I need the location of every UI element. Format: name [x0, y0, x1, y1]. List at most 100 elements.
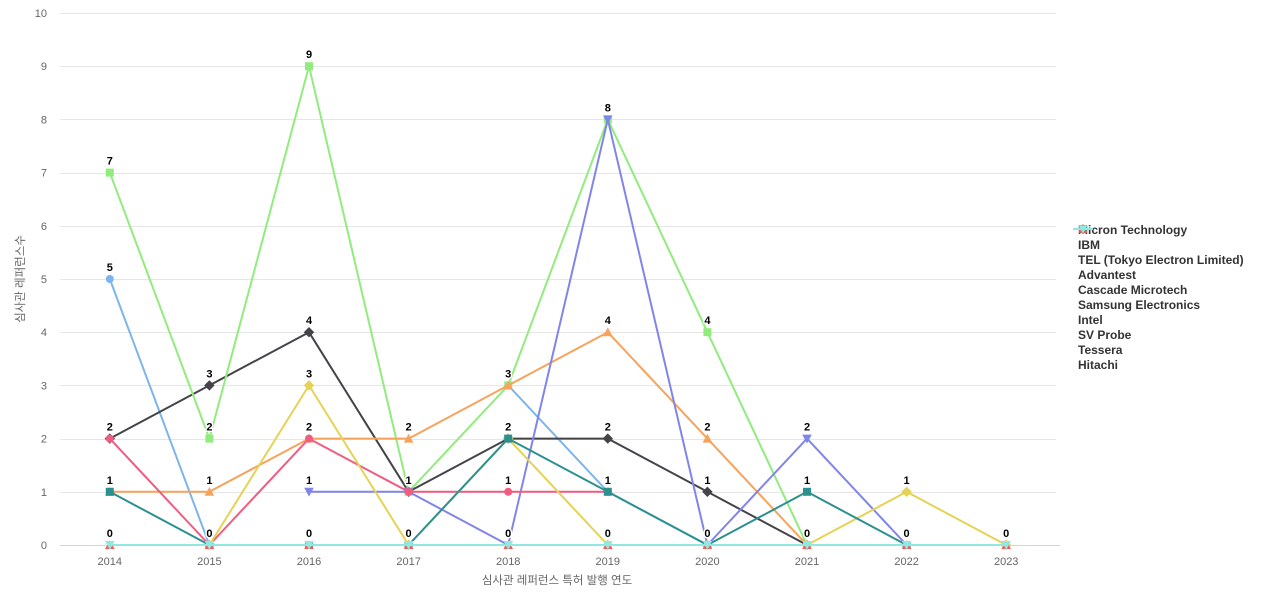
marker-ibm-2015[interactable]	[204, 380, 215, 391]
marker-sv-probe-2019[interactable]	[603, 487, 612, 496]
data-label: 1	[406, 475, 412, 487]
y-axis-title: 심사관 레퍼런스수	[15, 235, 27, 323]
legend-item-label: TEL (Tokyo Electron Limited)	[1078, 252, 1244, 267]
data-label: 1	[804, 475, 810, 487]
legend-item-micron-technology[interactable]: Micron Technology	[1073, 222, 1244, 237]
hitachi-legend-marker-icon	[1073, 225, 1093, 234]
legend-item-label: SV Probe	[1078, 327, 1132, 342]
marker-cascade-microtech-2021[interactable]	[802, 434, 812, 444]
legend-item-hitachi[interactable]: Hitachi	[1073, 225, 1244, 372]
legend-symbol	[1078, 225, 1088, 234]
data-label: 0	[704, 528, 710, 540]
marker-tel-tokyo-electron-limited-2015[interactable]	[205, 434, 214, 443]
marker-sv-probe-2021[interactable]	[803, 487, 811, 496]
marker-tel-tokyo-electron-limited-2014[interactable]	[105, 168, 114, 177]
marker-advantest-2015[interactable]	[204, 487, 215, 496]
legend-item-cascade-microtech[interactable]: Cascade Microtech	[1073, 225, 1244, 297]
data-label: 1	[306, 475, 312, 487]
data-label: 2	[206, 422, 212, 434]
data-label: 1	[605, 475, 611, 487]
marker-hitachi-2018[interactable]	[503, 541, 513, 550]
x-axis-tick-label: 2014	[98, 556, 122, 568]
marker-samsung-electronics-2017[interactable]	[404, 487, 413, 496]
marker-intel-2022[interactable]	[901, 486, 912, 497]
x-axis-tick-label: 2020	[695, 556, 719, 568]
legend-item-intel[interactable]: Intel	[1073, 224, 1244, 327]
y-axis-tick-label: 0	[41, 540, 47, 552]
data-label: 2	[804, 422, 810, 434]
data-label: 0	[406, 528, 412, 540]
legend-item-sv-probe[interactable]: SV Probe	[1073, 225, 1244, 342]
data-label: 4	[605, 315, 612, 327]
marker-hitachi-2017[interactable]	[403, 541, 414, 550]
marker-advantest-2017[interactable]	[403, 433, 414, 443]
data-label: 2	[704, 422, 710, 434]
data-label: 0	[904, 528, 910, 540]
x-axis-tick-label: 2015	[197, 556, 221, 568]
marker-tel-tokyo-electron-limited-2016[interactable]	[305, 62, 313, 71]
marker-hitachi-2023[interactable]	[1001, 541, 1011, 550]
y-axis-tick-label: 3	[41, 380, 47, 392]
legend-item-advantest[interactable]: Advantest	[1073, 224, 1244, 282]
marker-hitachi-2014[interactable]	[105, 541, 115, 550]
x-axis-tick-label: 2021	[795, 556, 819, 568]
legend-item-ibm[interactable]: IBM	[1073, 224, 1244, 252]
data-label: 3	[505, 368, 511, 380]
legend-item-label: Micron Technology	[1078, 222, 1188, 237]
legend-item-samsung-electronics[interactable]: Samsung Electronics	[1073, 225, 1244, 312]
marker-hitachi-2021[interactable]	[802, 541, 812, 550]
marker-samsung-electronics-2016[interactable]	[305, 434, 313, 443]
marker-samsung-electronics-2018[interactable]	[504, 487, 513, 496]
x-axis-tick-label: 2019	[596, 556, 620, 568]
data-label: 0	[206, 528, 212, 540]
series-micron-technology	[105, 275, 712, 549]
marker-advantest-2019[interactable]	[603, 327, 613, 337]
marker-samsung-electronics-2014[interactable]	[105, 434, 114, 443]
series-hitachi	[105, 541, 1011, 550]
marker-hitachi-2015[interactable]	[204, 541, 215, 550]
legend-item-label: Samsung Electronics	[1078, 297, 1201, 312]
x-axis-tick-label: 2022	[894, 556, 918, 568]
x-axis-tick-label: 2016	[297, 556, 321, 568]
data-label: 4	[306, 315, 313, 327]
series-intel	[204, 380, 1012, 551]
x-axis-tick-label: 2018	[496, 556, 520, 568]
marker-advantest-2020[interactable]	[702, 433, 713, 443]
marker-hitachi-2020[interactable]	[702, 541, 713, 550]
marker-tel-tokyo-electron-limited-2020[interactable]	[703, 328, 712, 337]
marker-cascade-microtech-2016[interactable]	[304, 487, 314, 497]
data-label: 2	[505, 422, 511, 434]
data-label: 8	[605, 102, 611, 114]
marker-advantest-2018[interactable]	[503, 380, 513, 390]
marker-sv-probe-2018[interactable]	[504, 434, 513, 443]
data-label: 0	[605, 528, 611, 540]
data-label: 0	[107, 528, 113, 540]
legend-item-tessera[interactable]: Tessera	[1073, 224, 1244, 357]
data-label: 1	[107, 475, 113, 487]
data-label: 1	[704, 475, 710, 487]
y-axis-tick-label: 5	[41, 274, 47, 286]
marker-intel-2016[interactable]	[303, 380, 315, 391]
marker-hitachi-2022[interactable]	[901, 541, 912, 550]
data-label: 5	[107, 262, 113, 274]
legend-item-label: Hitachi	[1078, 357, 1119, 372]
data-label: 2	[406, 422, 412, 434]
data-label: 9	[306, 49, 312, 61]
marker-cascade-microtech-2019[interactable]	[603, 115, 613, 125]
marker-hitachi-2016[interactable]	[304, 541, 314, 550]
marker-sv-probe-2014[interactable]	[105, 487, 114, 496]
data-label: 0	[804, 528, 810, 540]
legend-item-label: Advantest	[1078, 267, 1137, 282]
data-label: 1	[505, 475, 511, 487]
x-axis-title: 심사관 레퍼런스 특허 발행 연도	[481, 575, 633, 587]
marker-ibm-2016[interactable]	[303, 327, 315, 338]
data-label: 7	[107, 156, 113, 168]
marker-micron-technology-2014[interactable]	[105, 275, 114, 283]
legend: Micron Technology IBM TEL (Tokyo Electron …	[1073, 222, 1244, 372]
marker-ibm-2019[interactable]	[602, 433, 613, 444]
marker-ibm-2020[interactable]	[702, 486, 713, 497]
marker-hitachi-2019[interactable]	[603, 541, 613, 550]
legend-item-tel-tokyo-electron-limited[interactable]: TEL (Tokyo Electron Limited)	[1073, 225, 1244, 267]
